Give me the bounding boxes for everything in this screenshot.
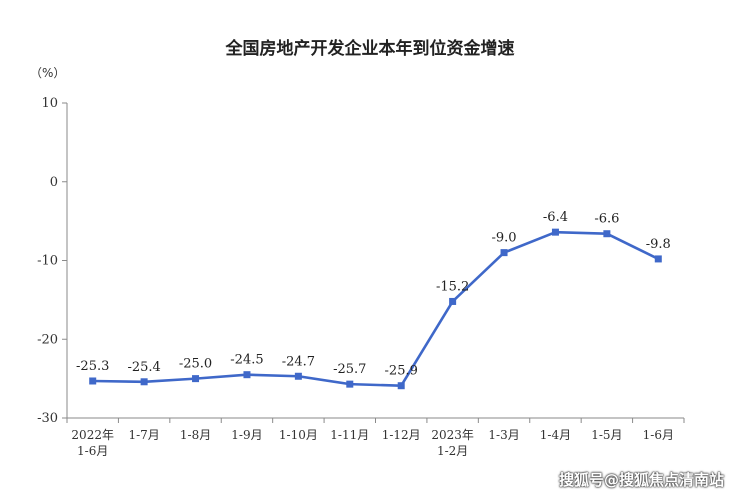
x-tick-label: 2023年 1-2月	[431, 428, 474, 458]
data-label: -24.5	[230, 353, 263, 368]
data-point	[654, 255, 662, 263]
data-label: -25.4	[127, 360, 160, 375]
data-point	[89, 377, 97, 385]
y-tick-label: 0	[50, 175, 58, 190]
y-axis-unit: （%）	[30, 66, 66, 80]
y-tick-label: -30	[37, 411, 58, 426]
x-tick-label: 1-3月	[488, 428, 519, 442]
chart-title: 全国房地产开发企业本年到位资金增速	[225, 39, 515, 59]
data-label: -25.0	[179, 357, 212, 372]
data-point	[192, 375, 200, 383]
data-point	[140, 378, 148, 386]
data-point	[551, 228, 559, 236]
x-tick-label: 1-11月	[330, 428, 369, 442]
data-point	[294, 372, 302, 380]
y-tick-label: 10	[41, 96, 58, 111]
x-tick-label: 1-12月	[382, 428, 421, 442]
watermark: 搜狐号@搜狐焦点清南站	[558, 471, 724, 489]
data-label: -15.2	[436, 279, 469, 294]
axis-ticks: 10 0 -10 -20 -30 2022年 1-6月 1-7月 1-8月 1-9月 1-10月 1-…	[37, 96, 685, 458]
data-label: -25.3	[76, 359, 109, 374]
data-labels: -25.3 -25.4 -25.0 -24.5 -24.7 -25.7 -25.9 -15.2…	[76, 210, 671, 379]
x-tick-label: 1-10月	[279, 428, 318, 442]
x-tick-label: 1-5月	[591, 428, 622, 442]
x-tick-label: 1-8月	[180, 428, 211, 442]
data-label: -25.7	[333, 362, 366, 377]
data-label: -9.8	[646, 237, 671, 252]
data-label: -25.9	[385, 364, 418, 379]
data-point	[397, 382, 405, 390]
data-point	[243, 371, 251, 379]
y-tick-label: -10	[37, 254, 58, 269]
x-tick-label: 1-4月	[540, 428, 571, 442]
x-tick-label: 1-6月	[643, 428, 674, 442]
data-point	[603, 230, 611, 238]
x-tick-label: 2022年 1-6月	[71, 428, 114, 458]
data-label: -9.0	[492, 231, 517, 246]
series	[89, 228, 662, 390]
x-tick-label: 1-9月	[231, 428, 262, 442]
data-label: -6.6	[594, 212, 619, 227]
series-line	[92, 230, 659, 388]
data-label: -24.7	[282, 354, 315, 369]
data-point	[500, 249, 508, 257]
data-point	[449, 297, 457, 305]
y-tick-label: -20	[37, 332, 58, 347]
data-label: -6.4	[543, 210, 568, 225]
x-tick-label: 1-7月	[128, 428, 159, 442]
data-point	[346, 380, 354, 388]
